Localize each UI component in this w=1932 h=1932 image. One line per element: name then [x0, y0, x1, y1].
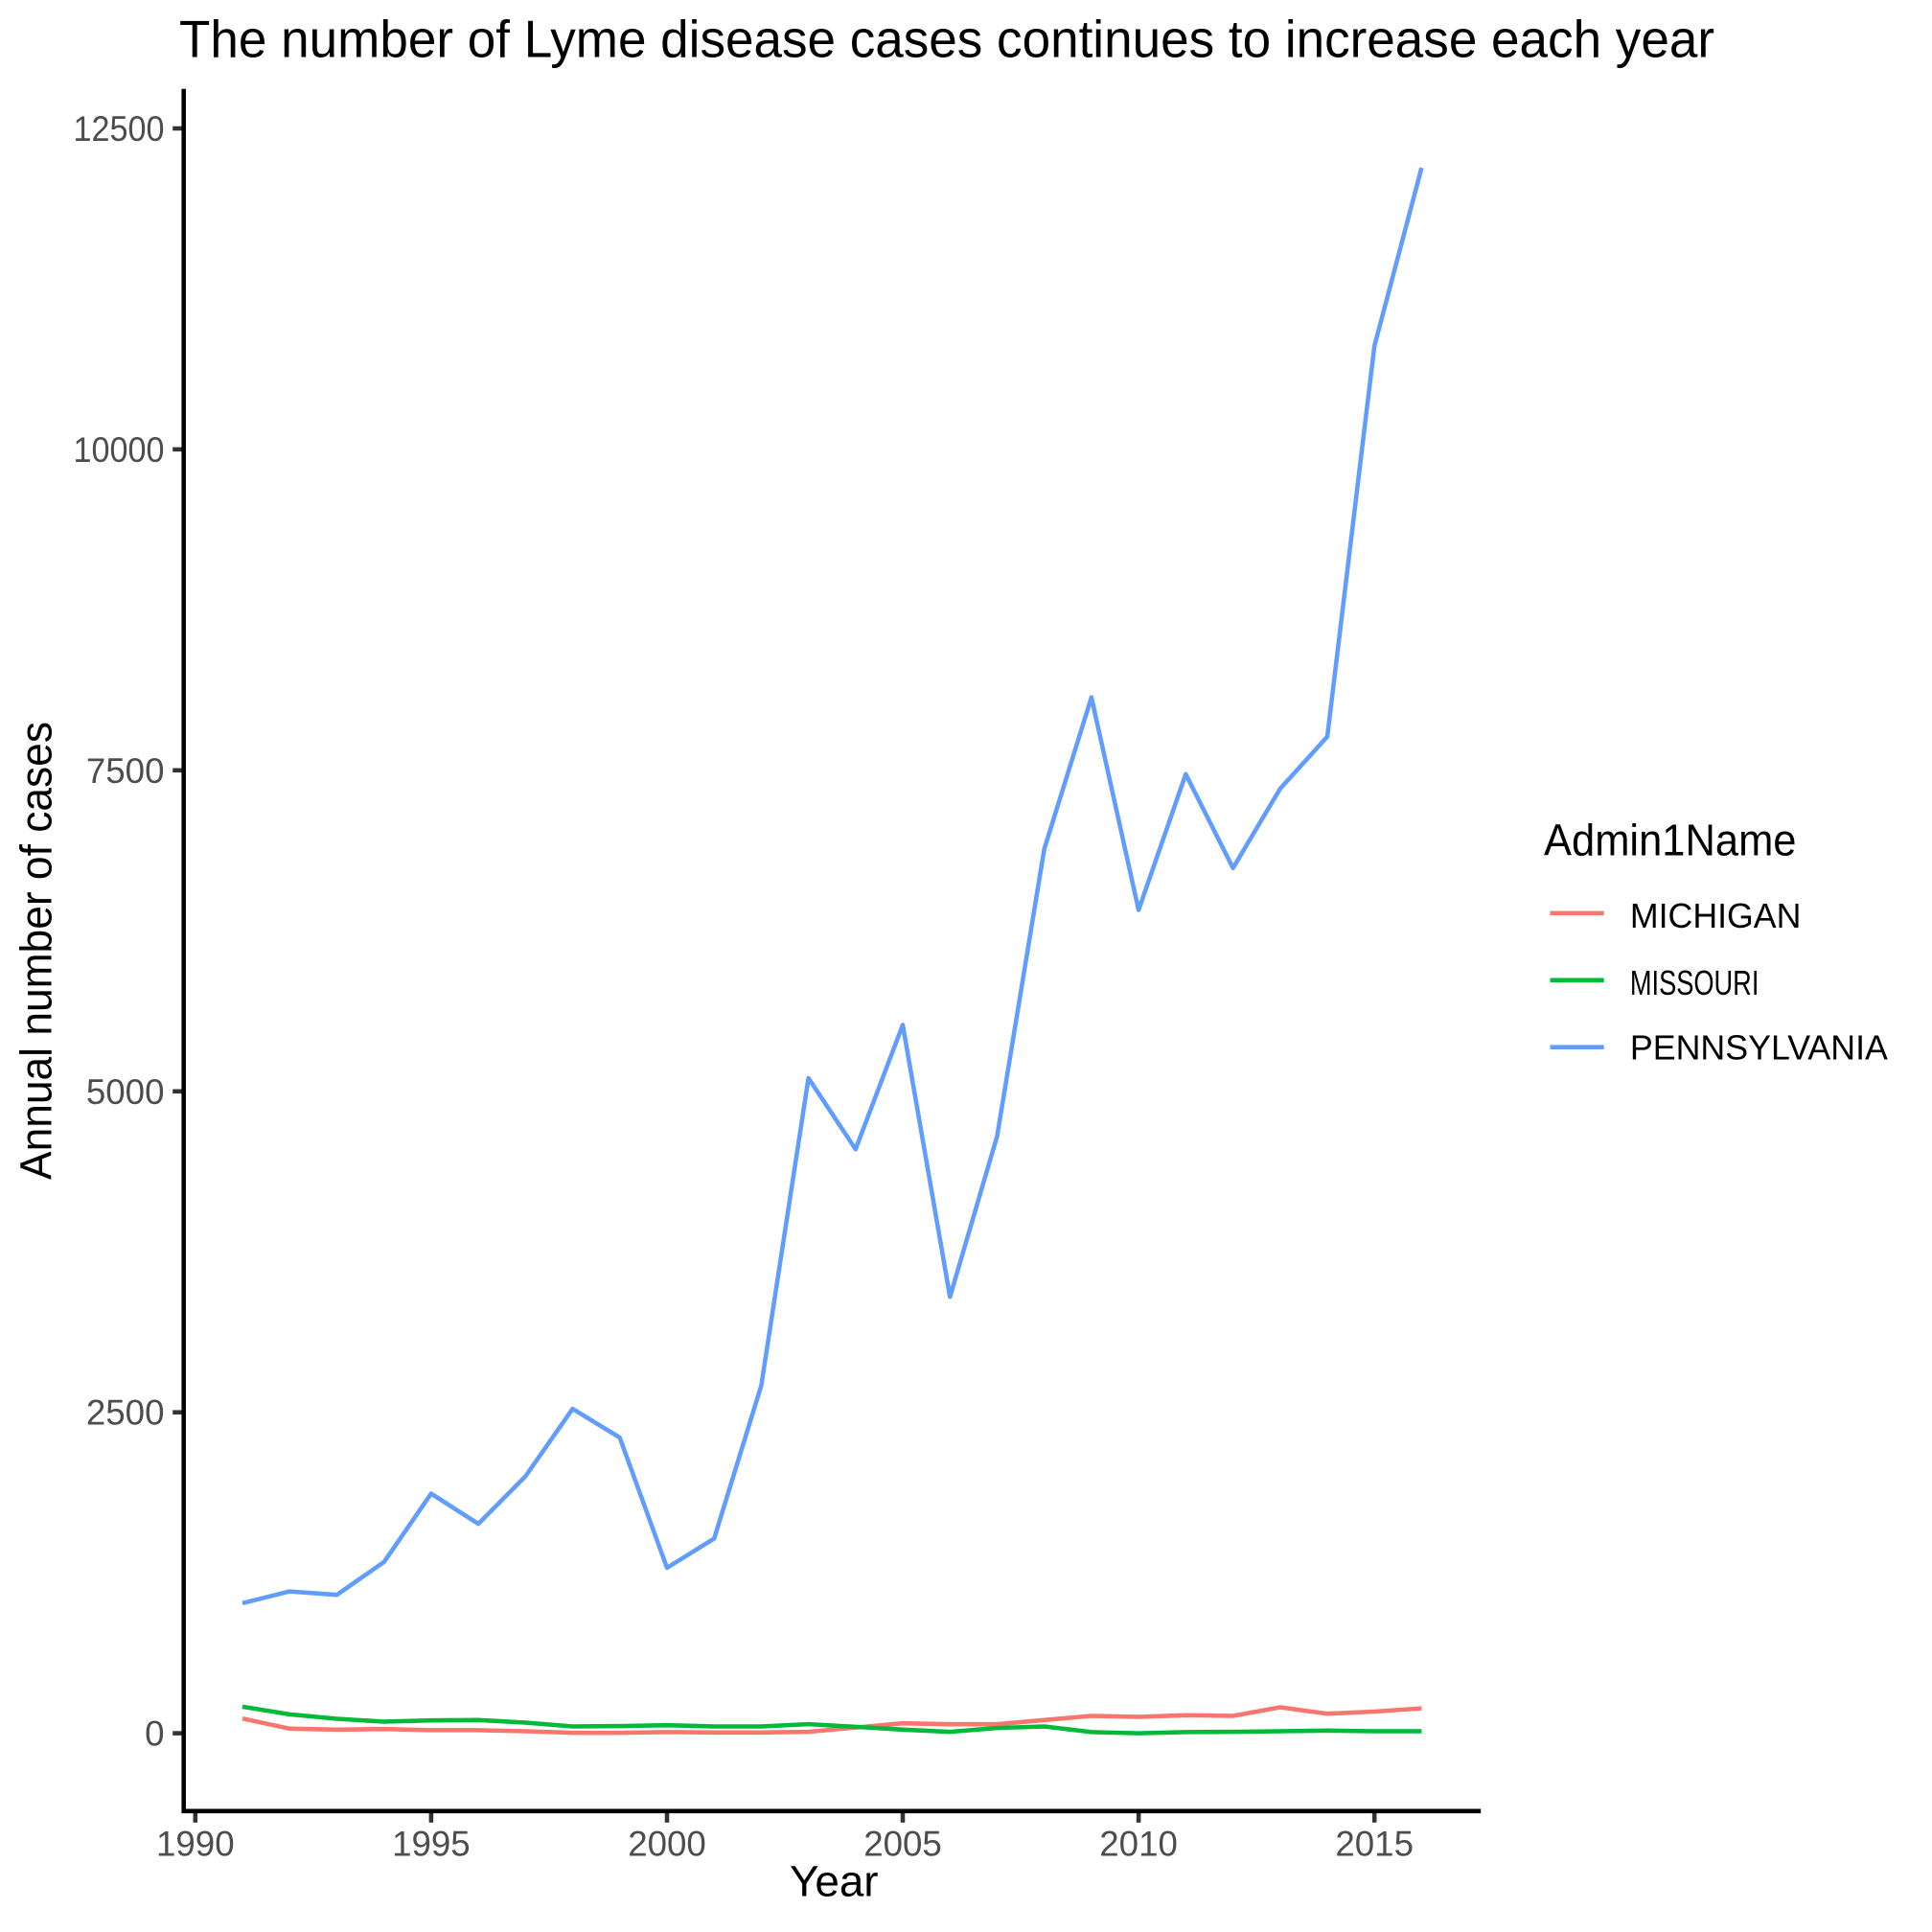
- svg-text:Admin1Name: Admin1Name: [1544, 816, 1797, 865]
- svg-text:PENNSYLVANIA: PENNSYLVANIA: [1630, 1028, 1889, 1068]
- svg-text:1995: 1995: [392, 1825, 471, 1864]
- svg-text:Year: Year: [790, 1856, 879, 1905]
- svg-text:2005: 2005: [863, 1825, 942, 1864]
- svg-text:2000: 2000: [628, 1825, 706, 1864]
- svg-text:2015: 2015: [1335, 1825, 1414, 1864]
- svg-text:12500: 12500: [74, 109, 165, 149]
- svg-text:The number of Lyme disease cas: The number of Lyme disease cases continu…: [179, 10, 1714, 69]
- svg-text:2010: 2010: [1099, 1825, 1178, 1864]
- svg-text:7500: 7500: [86, 751, 165, 791]
- svg-text:2500: 2500: [86, 1393, 165, 1433]
- svg-text:5000: 5000: [86, 1072, 165, 1112]
- svg-text:Annual number of cases: Annual number of cases: [11, 722, 60, 1180]
- svg-text:MISSOURI: MISSOURI: [1630, 963, 1760, 1002]
- svg-text:0: 0: [145, 1714, 164, 1754]
- svg-text:10000: 10000: [74, 430, 165, 470]
- svg-text:MICHIGAN: MICHIGAN: [1630, 896, 1802, 935]
- svg-text:1990: 1990: [156, 1825, 235, 1864]
